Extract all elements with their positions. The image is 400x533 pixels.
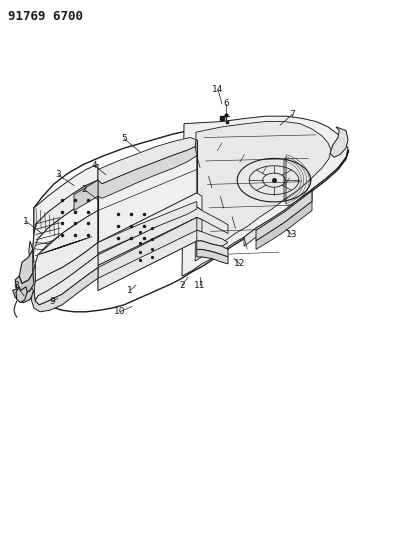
Polygon shape — [29, 241, 34, 262]
Polygon shape — [34, 164, 98, 235]
Text: 5: 5 — [121, 134, 127, 143]
Polygon shape — [19, 249, 33, 284]
Polygon shape — [195, 122, 331, 261]
Polygon shape — [98, 230, 197, 290]
Text: 8: 8 — [13, 281, 19, 289]
Polygon shape — [29, 118, 348, 312]
Polygon shape — [31, 268, 98, 312]
Text: 7: 7 — [289, 110, 295, 119]
Polygon shape — [30, 264, 35, 292]
Text: 10: 10 — [114, 308, 126, 316]
Polygon shape — [330, 127, 348, 157]
Polygon shape — [182, 116, 348, 276]
Polygon shape — [98, 156, 197, 249]
Polygon shape — [98, 217, 228, 290]
Polygon shape — [74, 180, 98, 211]
Text: 91769 6700: 91769 6700 — [8, 10, 83, 22]
Polygon shape — [35, 211, 98, 281]
Polygon shape — [256, 191, 312, 241]
Polygon shape — [33, 196, 98, 273]
Text: 9: 9 — [49, 297, 55, 305]
Polygon shape — [33, 180, 98, 262]
Polygon shape — [15, 273, 34, 294]
Text: 1: 1 — [23, 217, 29, 225]
Text: 11: 11 — [194, 281, 206, 289]
Polygon shape — [29, 196, 98, 284]
Text: 14: 14 — [212, 85, 224, 94]
Polygon shape — [16, 287, 27, 303]
Polygon shape — [13, 284, 34, 303]
Text: 1: 1 — [127, 286, 133, 295]
Text: 6: 6 — [223, 100, 229, 108]
Polygon shape — [197, 249, 228, 264]
Polygon shape — [98, 201, 197, 253]
Text: 2: 2 — [179, 281, 185, 289]
Text: 2: 2 — [81, 185, 87, 193]
Text: 4: 4 — [91, 161, 97, 169]
Polygon shape — [98, 138, 196, 184]
Polygon shape — [35, 255, 98, 305]
Text: 12: 12 — [234, 260, 246, 268]
Polygon shape — [98, 207, 228, 265]
Polygon shape — [312, 150, 349, 191]
Polygon shape — [244, 191, 312, 246]
Polygon shape — [98, 147, 197, 198]
Polygon shape — [256, 201, 312, 249]
Polygon shape — [98, 217, 202, 278]
Polygon shape — [34, 243, 98, 301]
Text: 3: 3 — [55, 171, 61, 179]
Text: 13: 13 — [286, 230, 298, 239]
Polygon shape — [197, 241, 228, 257]
Polygon shape — [98, 193, 202, 255]
